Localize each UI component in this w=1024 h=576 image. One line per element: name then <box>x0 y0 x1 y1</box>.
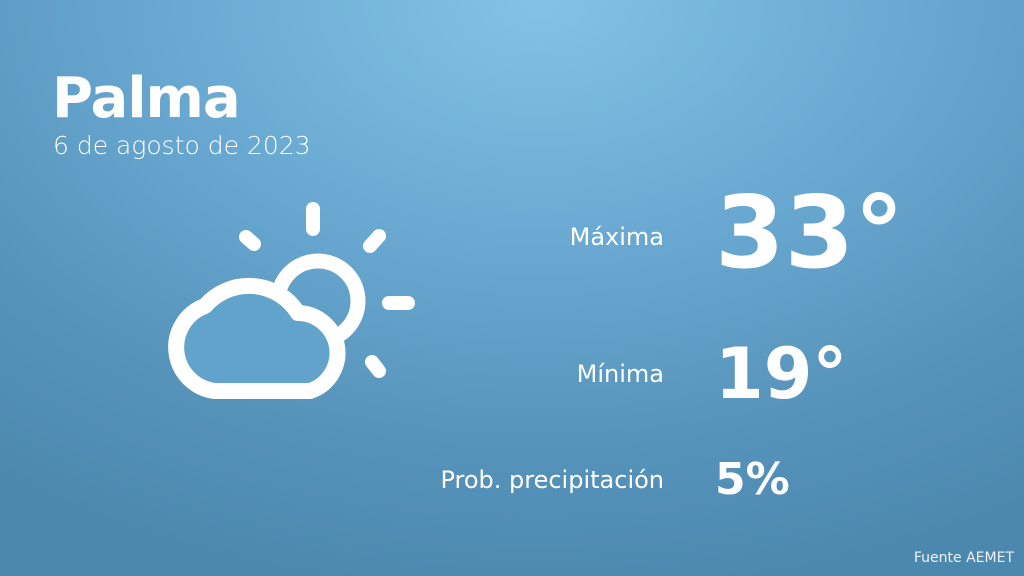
precip-value: 5% <box>715 454 790 505</box>
min-label: Mínima <box>576 360 664 388</box>
max-label: Máxima <box>569 223 664 251</box>
precip-label: Prob. precipitación <box>440 466 664 494</box>
forecast-date: 6 de agosto de 2023 <box>53 131 311 160</box>
source-credit: Fuente AEMET <box>913 550 1014 566</box>
min-temp: 19° <box>715 333 848 415</box>
city-name: Palma <box>52 66 241 131</box>
max-temp: 33° <box>715 174 905 291</box>
